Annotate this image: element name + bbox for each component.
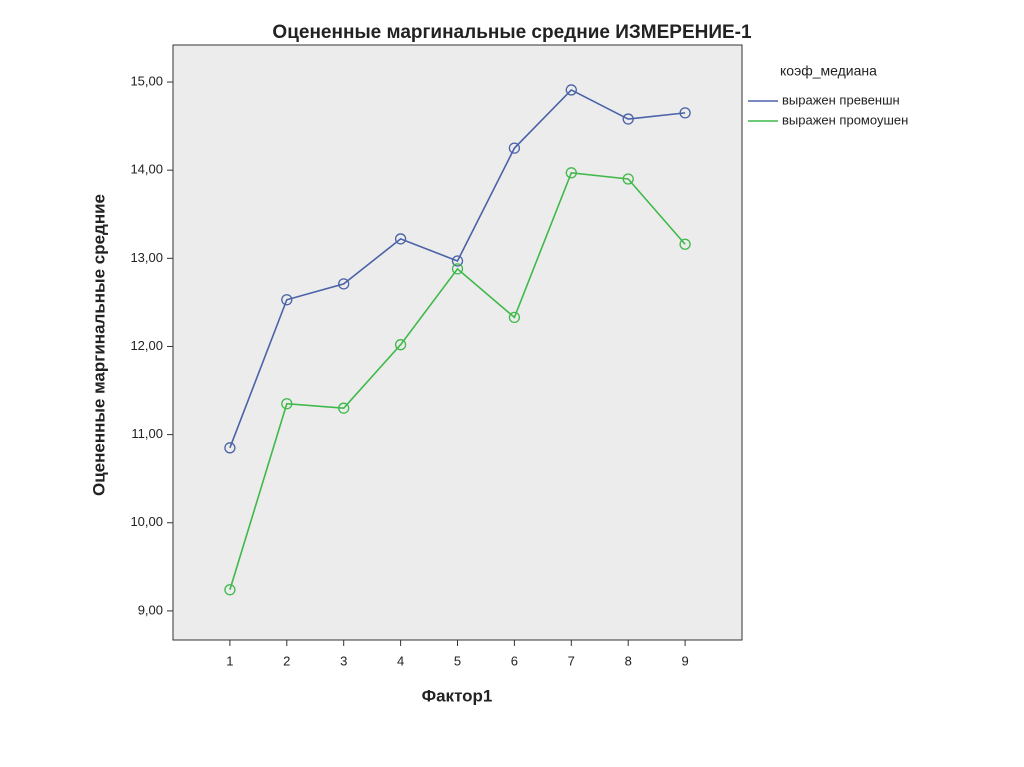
- series-line: [229, 88, 686, 449]
- data-point: [281, 294, 293, 306]
- y-tick-label: 15,00: [130, 73, 163, 88]
- data-point: [622, 113, 634, 125]
- y-tick-label: 14,00: [130, 162, 163, 177]
- data-point: [338, 278, 350, 290]
- x-tick-label: 2: [283, 653, 290, 668]
- data-point: [679, 107, 691, 119]
- x-tick-label: 1: [226, 653, 233, 668]
- x-tick-label: 9: [681, 653, 688, 668]
- y-tick-label: 9,00: [138, 602, 163, 617]
- x-axis-label: Фактор1: [422, 686, 493, 705]
- x-tick-label: 4: [397, 653, 404, 668]
- data-point: [679, 238, 691, 250]
- data-point: [224, 584, 236, 596]
- y-tick-label: 10,00: [130, 514, 163, 529]
- data-point: [394, 233, 407, 245]
- legend-label: выражен промоушен: [782, 112, 908, 127]
- chart-title: Оцененные маргинальные средние ИЗМЕРЕНИЕ…: [272, 22, 752, 43]
- x-tick-label: 6: [511, 653, 518, 668]
- y-tick-label: 12,00: [130, 338, 163, 353]
- x-tick-label: 3: [340, 653, 347, 668]
- data-point: [338, 402, 350, 414]
- data-point: [508, 311, 521, 324]
- data-point: [451, 263, 464, 275]
- legend-title: коэф_медиана: [780, 63, 877, 79]
- y-tick-label: 13,00: [130, 250, 163, 265]
- data-point: [394, 339, 407, 351]
- x-tick-label: 5: [454, 653, 461, 668]
- plot-area: [172, 44, 743, 641]
- data-point: [565, 167, 577, 179]
- data-point: [224, 442, 236, 454]
- data-point: [451, 255, 464, 267]
- legend-label: выражен превеншн: [782, 92, 900, 107]
- y-tick-label: 11,00: [131, 426, 163, 441]
- x-tick-label: 7: [568, 653, 575, 668]
- x-tick-label: 8: [625, 653, 632, 668]
- y-axis-label: Оцененные маргинальные средние: [89, 194, 108, 496]
- data-point: [565, 84, 577, 96]
- series-line: [229, 171, 686, 590]
- data-point: [622, 173, 634, 185]
- data-point: [508, 142, 521, 154]
- data-point: [281, 398, 293, 410]
